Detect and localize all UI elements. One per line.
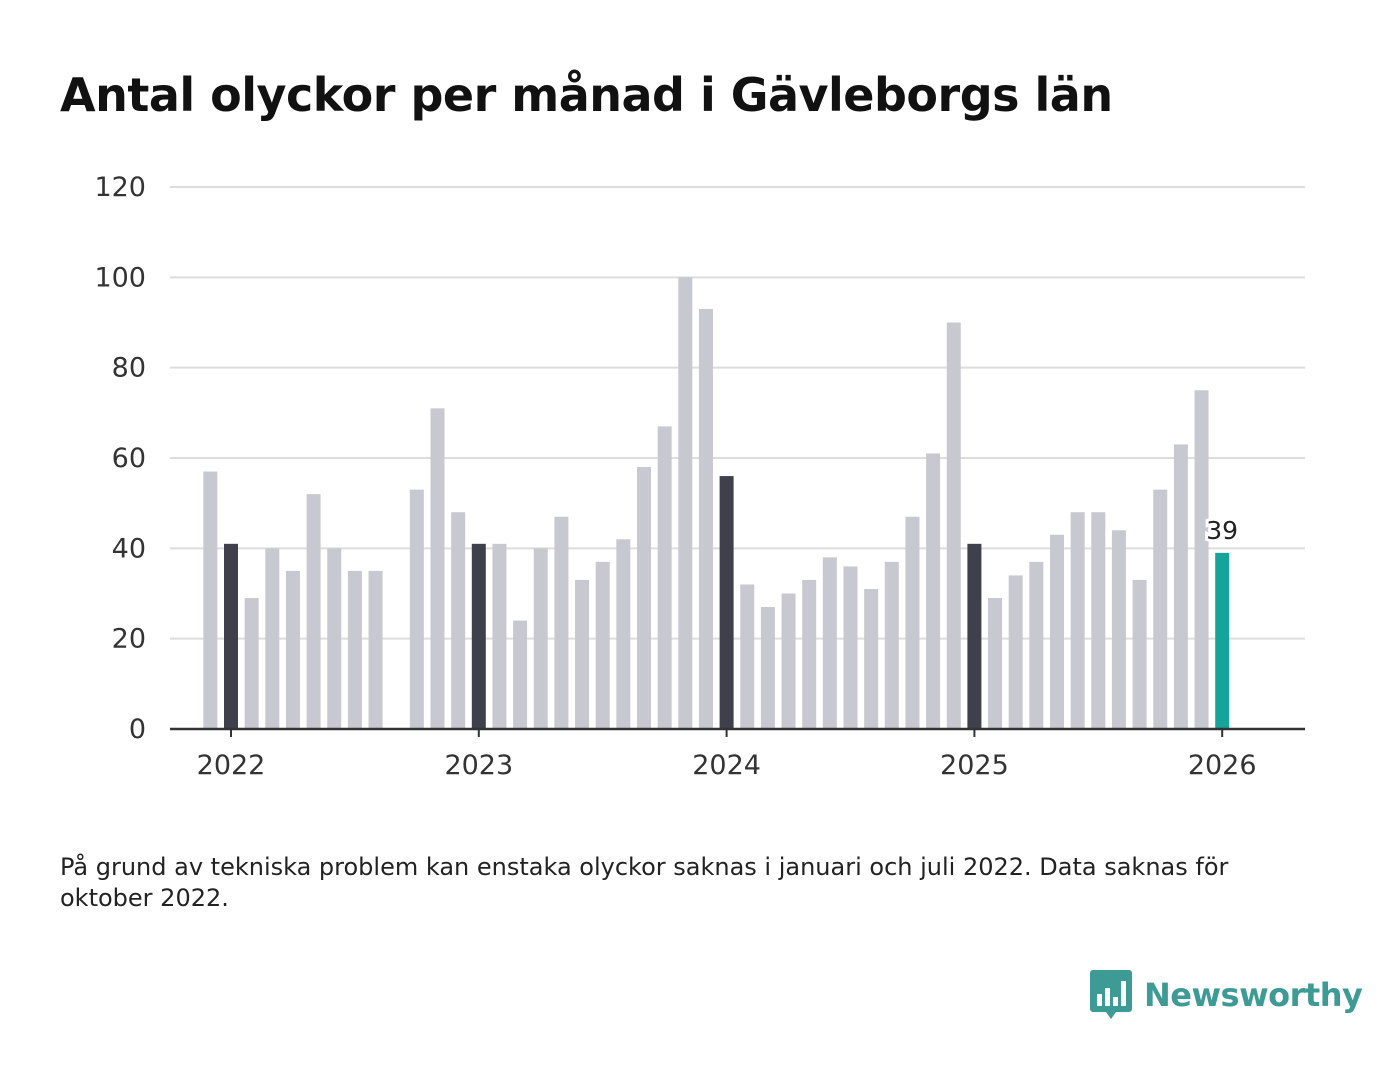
bar-2022-05	[306, 494, 321, 729]
bar-2022-04	[285, 570, 300, 729]
bar-2025-07	[1091, 512, 1106, 729]
bar-2023-07	[595, 561, 610, 729]
bar-chart: 0 20 40 60 80 100 120 2022 2023 2024 2025 2026 39	[94, 172, 1305, 781]
bar-2022-03	[265, 548, 280, 729]
bar-2024-03	[760, 607, 775, 729]
bar-2024-09	[884, 561, 899, 729]
y-tick-label: 80	[112, 353, 146, 384]
bar-2023-02	[492, 543, 507, 729]
bar-2023-03	[513, 620, 528, 729]
bar-2025-11	[1173, 444, 1188, 729]
bar-2024-04	[781, 593, 796, 729]
footnote: På grund av tekniska problem kan enstaka…	[60, 853, 1229, 912]
bar-2023-06	[575, 579, 590, 729]
x-tick-label: 2022	[197, 750, 266, 781]
chart-title: Antal olyckor per månad i Gävleborgs län	[60, 68, 1113, 122]
bar-2024-11	[926, 453, 941, 729]
bar-2022-01	[224, 543, 238, 729]
bar-2022-11	[430, 408, 445, 729]
bar-2024-07	[843, 566, 858, 729]
bar-2025-04	[1029, 561, 1044, 729]
bar-2022-06	[327, 548, 342, 729]
bar-chart-speech-bubble-icon	[1090, 970, 1132, 1019]
bar-2025-09	[1132, 579, 1147, 729]
bar-2022-08	[368, 570, 383, 729]
bar-2023-01	[471, 543, 486, 729]
brand-logo[interactable]: Newsworthy	[1090, 970, 1363, 1020]
bar-2024-02	[740, 584, 755, 729]
bar-2024-12	[946, 322, 961, 729]
bar-2023-12	[698, 308, 713, 729]
bar-2025-10	[1153, 489, 1168, 729]
x-axis-labels: 2022 2023 2024 2025 2026	[197, 750, 1257, 781]
bar-2023-08	[616, 539, 631, 729]
x-tick-label: 2023	[444, 750, 513, 781]
x-axis	[170, 727, 1305, 737]
bar-2025-08	[1111, 530, 1126, 729]
latest-value-label: 39	[1206, 516, 1238, 545]
bar-2025-12	[1194, 390, 1209, 729]
y-tick-label: 120	[94, 172, 146, 203]
bar-2024-08	[864, 588, 879, 729]
x-tick-label: 2026	[1188, 750, 1257, 781]
y-axis-labels: 0 20 40 60 80 100 120	[94, 172, 146, 745]
y-tick-label: 0	[129, 714, 146, 745]
bar-2025-05	[1050, 534, 1064, 729]
bar-2022-10	[409, 489, 424, 729]
bar-2022-12	[451, 512, 466, 729]
y-tick-label: 60	[112, 443, 146, 474]
y-tick-label: 100	[94, 262, 146, 293]
bar-2024-10	[905, 516, 920, 729]
brand-name: Newsworthy	[1144, 976, 1363, 1014]
bar-2025-03	[1008, 575, 1023, 729]
bar-2024-06	[822, 557, 837, 729]
bar-2026-01	[1215, 552, 1230, 729]
bar-2023-09	[637, 467, 651, 729]
y-tick-label: 20	[112, 624, 146, 655]
bar-2022-07	[347, 570, 362, 729]
bar-2025-01	[967, 543, 982, 729]
bar-2023-10	[657, 426, 672, 729]
bar-2025-06	[1070, 512, 1085, 729]
bar-2024-01	[719, 476, 734, 729]
bar-2021-12	[203, 471, 218, 729]
bar-2024-05	[802, 579, 817, 729]
bars	[203, 277, 1230, 729]
bar-2023-11	[678, 277, 693, 729]
bar-2025-02	[988, 598, 1003, 729]
bar-2022-02	[244, 598, 259, 729]
y-tick-label: 40	[112, 533, 146, 564]
bar-2023-05	[554, 516, 569, 729]
bar-2023-04	[533, 548, 548, 729]
x-tick-label: 2025	[940, 750, 1009, 781]
x-tick-label: 2024	[692, 750, 761, 781]
data-labels: 39	[1203, 513, 1241, 548]
